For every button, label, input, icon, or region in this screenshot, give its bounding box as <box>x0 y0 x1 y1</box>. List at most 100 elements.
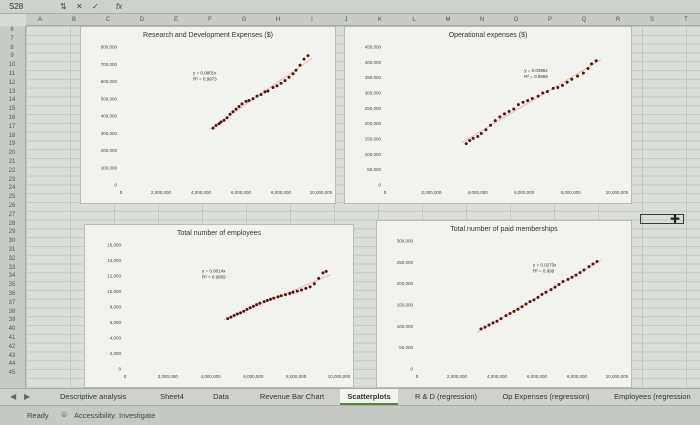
accessibility-icon[interactable]: ☺ <box>60 410 69 419</box>
column-header-b[interactable]: B <box>71 17 77 23</box>
x-tick-label: 8,000,000 <box>271 190 292 195</box>
row-header-20[interactable]: 20 <box>8 150 16 157</box>
row-header-28[interactable]: 28 <box>8 220 16 227</box>
row-header-27[interactable]: 27 <box>8 211 16 218</box>
column-header-a[interactable]: A <box>37 17 43 23</box>
row-header-14[interactable]: 14 <box>8 97 16 104</box>
data-point <box>524 302 528 306</box>
row-header-34[interactable]: 34 <box>8 273 16 280</box>
row-header-9[interactable]: 9 <box>10 53 14 60</box>
column-header-q[interactable]: Q <box>581 17 587 23</box>
chart-total-employees[interactable]: Total number of employees 16,000 14,000 12,… <box>84 224 354 388</box>
data-point <box>295 289 299 293</box>
row-header-36[interactable]: 36 <box>8 291 16 297</box>
row-header-25[interactable]: 25 <box>8 194 16 201</box>
row-header-31[interactable]: 31 <box>8 247 16 253</box>
chevron-down-icon[interactable]: ⇅ <box>60 2 67 11</box>
selected-cell[interactable] <box>640 214 684 224</box>
row-header-17[interactable]: 17 <box>8 123 16 130</box>
tab-revenue-bar-chart[interactable]: Revenue Bar Chart <box>259 392 325 401</box>
column-header-o[interactable]: O <box>513 17 519 23</box>
cancel-icon[interactable]: ✕ <box>76 2 83 11</box>
row-header-35[interactable]: 35 <box>8 282 16 289</box>
column-header-n[interactable]: N <box>479 17 485 23</box>
data-point <box>502 112 506 116</box>
data-point <box>464 142 468 146</box>
column-header-t[interactable]: T <box>684 17 688 23</box>
tab-data[interactable]: Data <box>213 392 229 401</box>
confirm-icon[interactable]: ✓ <box>92 2 99 11</box>
row-header-11[interactable]: 11 <box>8 71 16 77</box>
column-header-m[interactable]: M <box>445 17 451 23</box>
row-header-6[interactable]: 6 <box>10 27 14 33</box>
row-header-12[interactable]: 12 <box>8 79 16 86</box>
row-header-38[interactable]: 38 <box>8 308 16 315</box>
row-header-42[interactable]: 42 <box>8 343 16 350</box>
row-header-7[interactable]: 7 <box>10 35 14 42</box>
row-header-26[interactable]: 26 <box>8 203 16 209</box>
row-header-37[interactable]: 37 <box>8 299 16 306</box>
row-header-8[interactable]: 8 <box>10 44 14 51</box>
data-point <box>551 86 555 90</box>
column-header-h[interactable]: H <box>275 17 281 23</box>
cursor-icon: ✚ <box>670 212 681 226</box>
column-header-k[interactable]: K <box>377 17 383 23</box>
function-icon[interactable]: fx <box>116 2 123 11</box>
chart-paid-memberships[interactable]: Total number of paid memberships 300,000 2… <box>376 220 632 388</box>
row-header-39[interactable]: 39 <box>8 317 16 324</box>
data-point <box>479 327 483 331</box>
row-header-13[interactable]: 13 <box>8 88 16 95</box>
row-header-16[interactable]: 16 <box>8 115 16 121</box>
column-header-d[interactable]: D <box>139 17 145 23</box>
row-header-45[interactable]: 45 <box>8 370 16 377</box>
column-header-e[interactable]: E <box>173 17 179 23</box>
row-header-22[interactable]: 22 <box>8 167 16 174</box>
column-header-c[interactable]: C <box>105 17 111 23</box>
chart-operational-expenses[interactable]: Operational expenses ($) 450,000 400,000 35… <box>344 26 632 204</box>
row-header-23[interactable]: 23 <box>8 176 16 183</box>
tab-employees-regression[interactable]: Employees (regression <box>614 392 691 401</box>
row-header-15[interactable]: 15 <box>8 106 16 113</box>
data-point <box>561 280 565 284</box>
column-header-g[interactable]: G <box>241 17 247 23</box>
column-header-i[interactable]: I <box>311 17 313 23</box>
row-header-24[interactable]: 24 <box>8 185 16 192</box>
tab-descriptive-analysis[interactable]: Descriptive analysis <box>60 392 127 401</box>
tab-op-expenses-regression[interactable]: Op Expenses (regression) <box>502 392 590 401</box>
tab-rd-regression[interactable]: R & D (regression) <box>414 392 478 401</box>
data-point <box>211 126 215 130</box>
row-header-43[interactable]: 43 <box>8 352 16 359</box>
status-accessibility[interactable]: Accessibility: Investigate <box>74 411 156 420</box>
data-point <box>251 304 255 308</box>
data-point <box>291 290 295 294</box>
next-sheet-icon[interactable]: ▶ <box>24 392 31 401</box>
column-header-r[interactable]: R <box>615 17 621 23</box>
x-tick-label: 0 <box>124 374 127 379</box>
row-header-44[interactable]: 44 <box>8 361 16 368</box>
row-header-32[interactable]: 32 <box>8 255 16 262</box>
row-header-10[interactable]: 10 <box>8 62 16 69</box>
row-header-41[interactable]: 41 <box>8 335 16 341</box>
data-point <box>308 285 312 289</box>
y-tick-label: 14,000 <box>107 258 121 263</box>
data-point <box>298 63 302 67</box>
row-header-19[interactable]: 19 <box>8 141 16 148</box>
tab-sheet4[interactable]: Sheet4 <box>160 392 184 401</box>
row-header-33[interactable]: 33 <box>8 264 16 271</box>
column-header-p[interactable]: P <box>547 17 553 23</box>
row-header-18[interactable]: 18 <box>8 132 16 139</box>
row-header-30[interactable]: 30 <box>8 238 16 245</box>
name-box[interactable]: S28 <box>9 2 24 11</box>
data-point <box>594 59 598 63</box>
column-header-s[interactable]: S <box>649 17 655 23</box>
sheet-grid[interactable]: ✚ Research and Development Expenses ($) 8… <box>26 26 700 388</box>
row-header-21[interactable]: 21 <box>8 159 16 165</box>
chart-research-development[interactable]: Research and Development Expenses ($) 800… <box>80 26 336 204</box>
column-header-l[interactable]: L <box>412 17 416 23</box>
tab-scatterplots[interactable]: Scatterplots <box>340 389 398 405</box>
row-header-29[interactable]: 29 <box>8 229 16 236</box>
column-header-f[interactable]: F <box>208 17 212 23</box>
row-header-40[interactable]: 40 <box>8 326 16 333</box>
prev-sheet-icon[interactable]: ◀ <box>10 392 17 401</box>
column-header-j[interactable]: J <box>344 17 348 23</box>
